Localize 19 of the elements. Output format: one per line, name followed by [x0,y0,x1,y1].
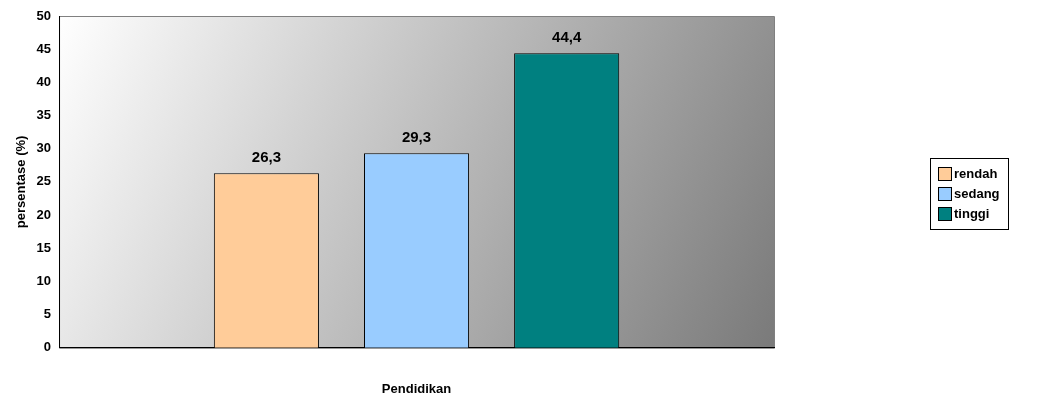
x-axis-title: Pendidikan [381,380,452,396]
y-tick-label: 40 [36,73,52,89]
y-tick-label: 10 [36,273,52,289]
y-tick-label: 5 [43,306,52,322]
legend-label: sedang [954,185,1000,203]
y-tick-label: 50 [36,7,52,23]
legend-label: rendah [954,165,998,183]
y-tick-label: 35 [36,107,52,123]
data-label: 44,4 [552,27,582,45]
y-tick-label: 0 [43,339,52,355]
y-tick-label: 15 [36,239,52,255]
y-tick-label: 30 [36,140,52,156]
y-tick-label: 45 [36,40,52,56]
y-tick-label: 20 [36,206,52,222]
data-label: 26,3 [251,147,281,165]
legend-label: tinggi [954,205,990,223]
y-axis-title: persentase (%) [13,135,29,229]
y-tick-label: 25 [36,173,52,189]
data-label: 29,3 [401,128,432,146]
